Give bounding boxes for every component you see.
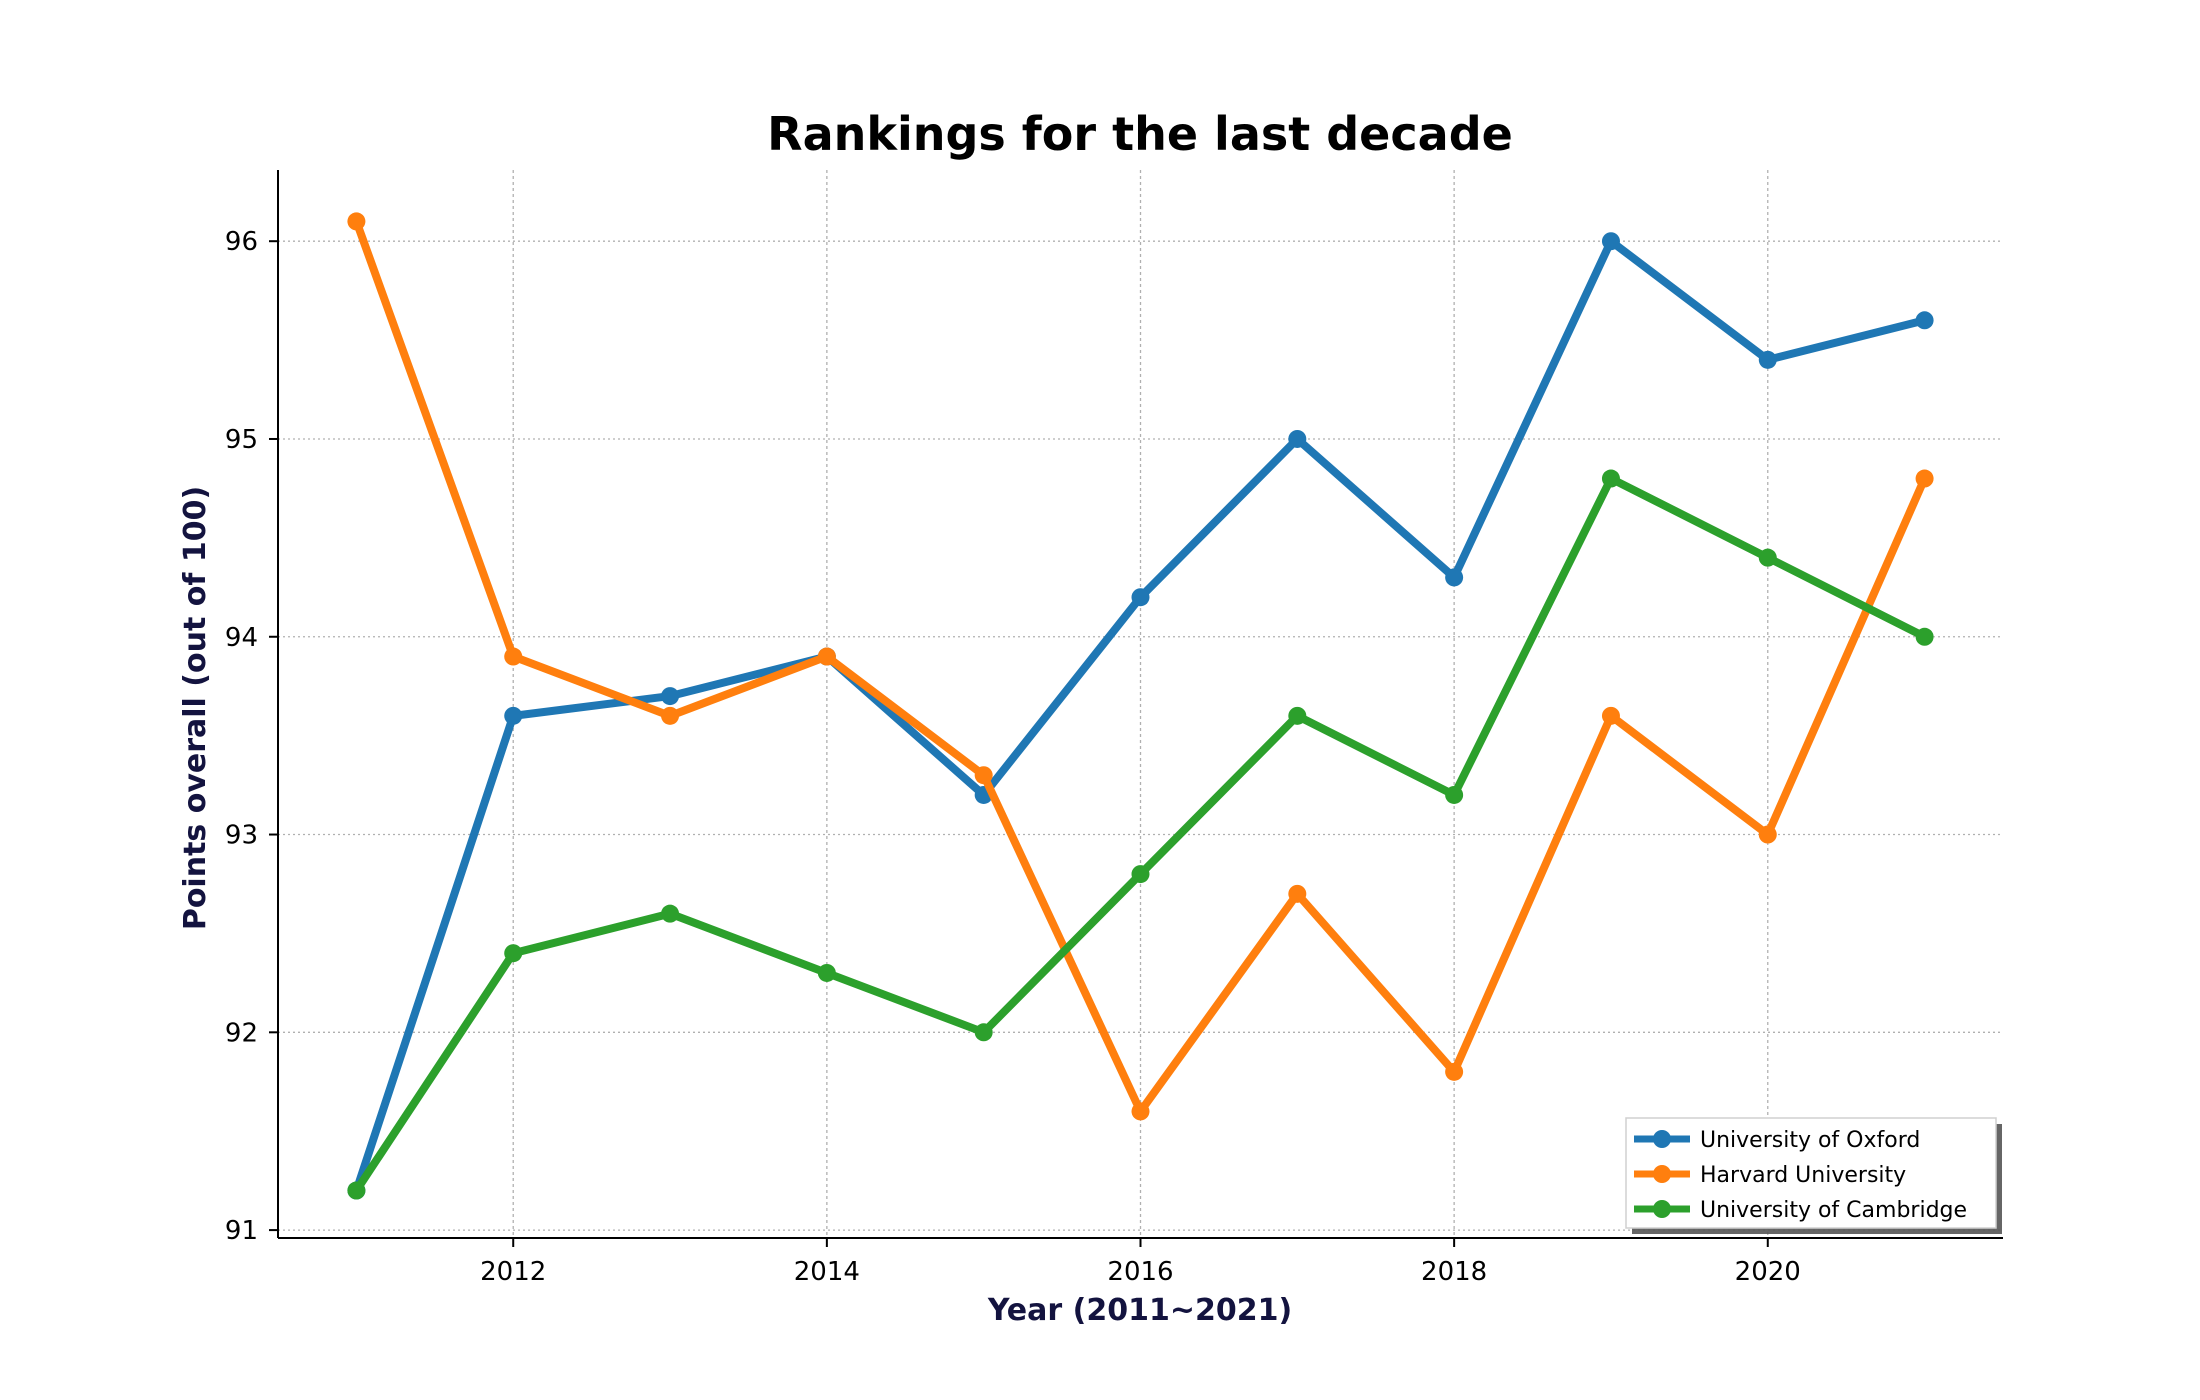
data-point (1601, 469, 1620, 488)
x-tick-label: 2020 (1735, 1257, 1801, 1287)
y-tick-label: 95 (225, 425, 258, 455)
data-point (1758, 350, 1777, 369)
data-point (347, 212, 366, 231)
data-point (504, 706, 523, 725)
data-point (1601, 706, 1620, 725)
legend-label: University of Cambridge (1700, 1198, 1967, 1223)
series-lines (347, 212, 1934, 1200)
data-point (1131, 588, 1150, 607)
legend-marker (1653, 1165, 1671, 1183)
data-point (974, 1023, 993, 1042)
data-point (504, 944, 523, 963)
data-point (817, 647, 836, 666)
data-point (1758, 825, 1777, 844)
legend-marker (1653, 1130, 1671, 1148)
legend-label: Harvard University (1700, 1163, 1906, 1188)
x-tick-label: 2016 (1107, 1257, 1173, 1287)
series-university-of-cambridge (347, 469, 1934, 1200)
y-tick-label: 93 (225, 821, 258, 851)
legend-label: University of Oxford (1700, 1128, 1920, 1153)
series-line (352, 217, 1929, 1116)
data-point (1288, 429, 1307, 448)
tick-labels: 2012 2014 2016 2018 2020 91 92 93 94 95 96 (225, 227, 1801, 1287)
data-point (1445, 785, 1464, 804)
data-point (504, 647, 523, 666)
data-point (1758, 548, 1777, 567)
y-tick-label: 96 (225, 227, 258, 257)
data-point (347, 1181, 366, 1200)
data-point (1131, 1102, 1150, 1121)
legend-marker (1653, 1200, 1671, 1218)
data-point (1288, 884, 1307, 903)
x-tick-label: 2012 (480, 1257, 546, 1287)
data-point (1445, 1062, 1464, 1081)
axes (269, 170, 2003, 1247)
x-tick-label: 2014 (794, 1257, 860, 1287)
legend: University of Oxford Harvard University Un… (1625, 1117, 2002, 1234)
data-point (974, 766, 993, 785)
legend-item: University of Oxford (1634, 1128, 1920, 1153)
grid-lines (278, 170, 2003, 1238)
chart-title: Rankings for the last decade (767, 107, 1513, 161)
data-point (1601, 232, 1620, 251)
data-point (661, 687, 680, 706)
data-point (1288, 706, 1307, 725)
data-point (661, 904, 680, 923)
data-point (1915, 311, 1934, 330)
data-point (1915, 469, 1934, 488)
y-tick-label: 94 (225, 623, 258, 653)
y-tick-label: 91 (225, 1216, 258, 1246)
y-axis-label: Points overall (out of 100) (178, 486, 213, 930)
x-axis-label: Year (2011~2021) (987, 1293, 1292, 1328)
legend-item: University of Cambridge (1634, 1198, 1967, 1223)
data-point (1131, 865, 1150, 884)
y-tick-label: 92 (225, 1018, 258, 1048)
data-point (1445, 568, 1464, 587)
data-point (1915, 627, 1934, 646)
legend-item: Harvard University (1634, 1163, 1906, 1188)
data-point (817, 963, 836, 982)
x-tick-label: 2018 (1421, 1257, 1487, 1287)
series-harvard-university (347, 212, 1934, 1121)
data-point (661, 706, 680, 725)
